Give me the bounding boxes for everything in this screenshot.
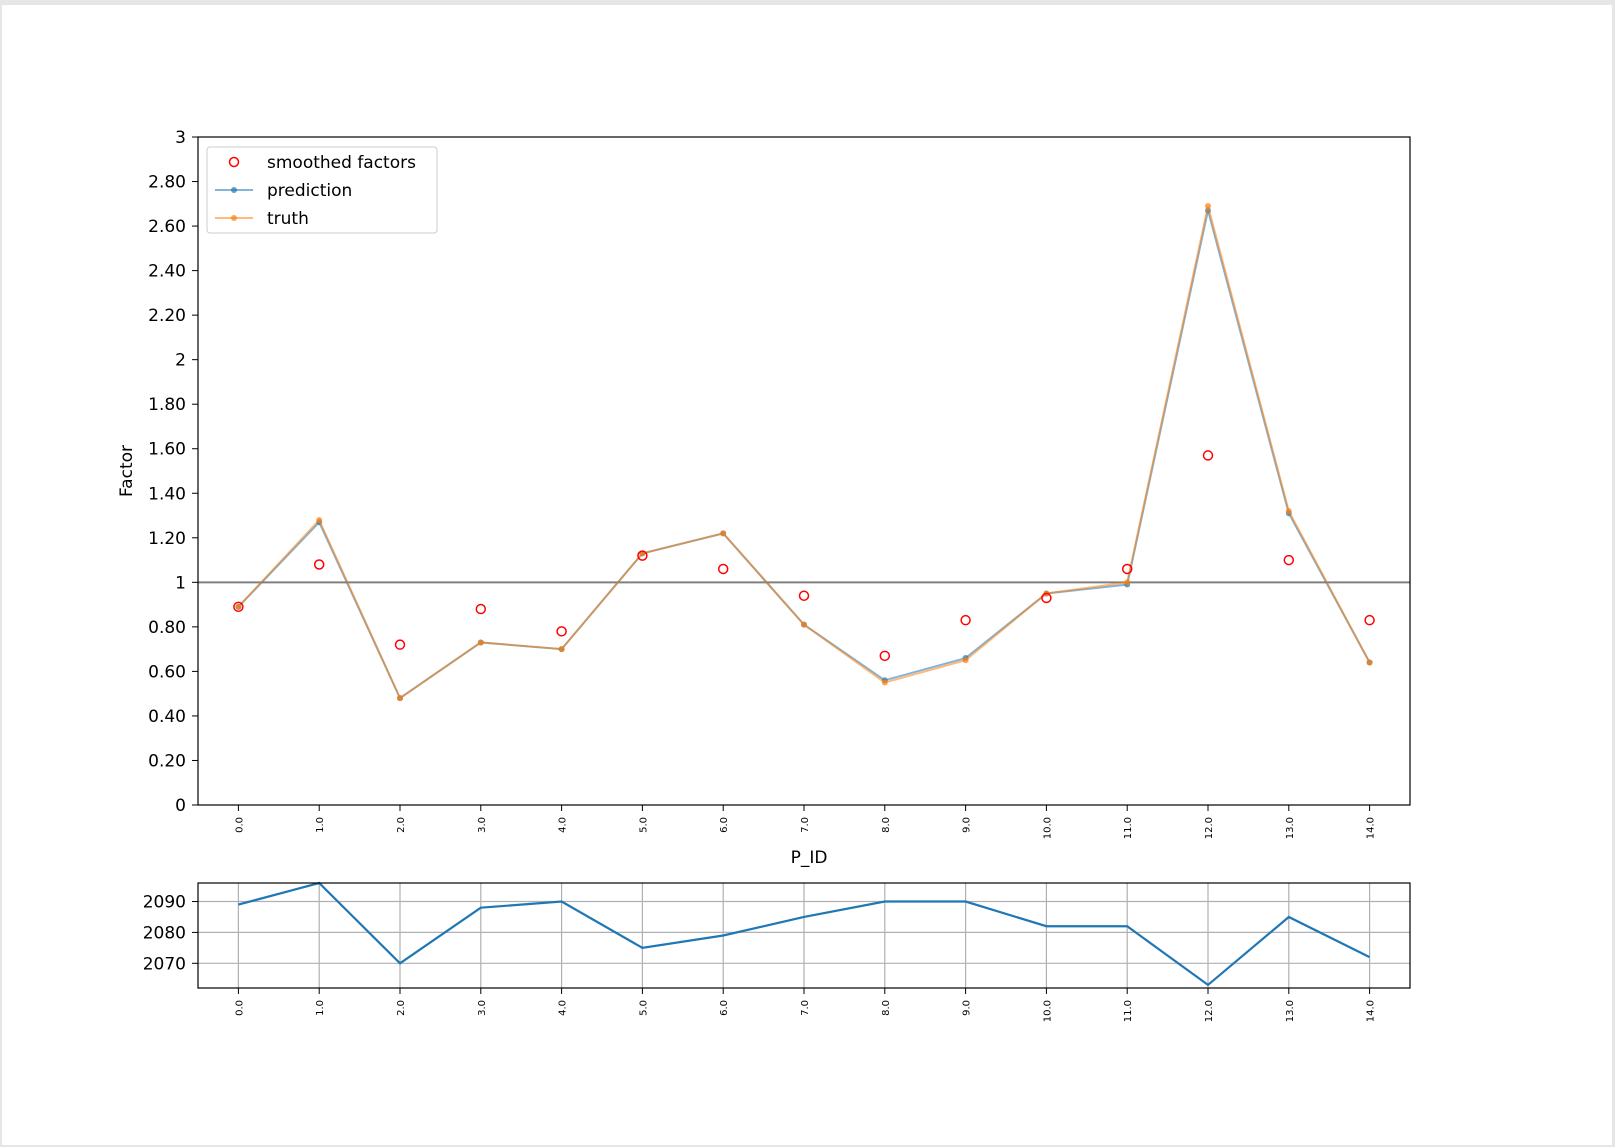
x-tick-label: 10.0 bbox=[1042, 817, 1053, 839]
smoothed-factor-point bbox=[556, 626, 567, 637]
legend-label: truth bbox=[267, 209, 309, 229]
y-tick-label: 2.40 bbox=[148, 262, 186, 282]
x-tick-label: 14.0 bbox=[1366, 817, 1377, 839]
legend-label: prediction bbox=[267, 181, 352, 201]
y-tick-label: 1.40 bbox=[148, 484, 186, 504]
secondary-plot: 2070 2080 2090 0.0 1.0 2.0 3.0 4.0 5.0 6.0 7.0 8.0 9… bbox=[143, 881, 1411, 1022]
series-point-truth bbox=[558, 646, 565, 653]
x-tick-label: 0.0 bbox=[234, 817, 245, 833]
smoothed-factor-point bbox=[1202, 450, 1214, 461]
x-tick-label: 3.0 bbox=[477, 1000, 488, 1016]
smoothed-factor-point bbox=[637, 550, 648, 561]
smoothed-factor-point bbox=[475, 603, 487, 615]
smoothed-factor-point bbox=[1121, 563, 1133, 575]
x-tick-label: 3.0 bbox=[477, 817, 488, 833]
y-tick-label: 0.20 bbox=[148, 751, 186, 771]
y-tick-label: 1 bbox=[175, 573, 186, 593]
series-point-truth bbox=[1124, 579, 1131, 586]
y-tick-label: 0.40 bbox=[148, 707, 186, 727]
x-tick-label: 2.0 bbox=[396, 817, 407, 833]
x-tick-label: 7.0 bbox=[800, 817, 811, 833]
x-tick-label: 9.0 bbox=[962, 817, 973, 833]
y-tick-label: 2090 bbox=[143, 893, 186, 913]
series-point-truth bbox=[477, 639, 484, 646]
x-tick-label: 13.0 bbox=[1285, 817, 1296, 839]
y-tick-label: 0.80 bbox=[148, 618, 186, 638]
smoothed-factor-point bbox=[313, 559, 325, 570]
y-tick-label: 2.80 bbox=[148, 173, 186, 193]
series-point-truth bbox=[1285, 508, 1292, 515]
x-tick-label: 7.0 bbox=[800, 1000, 811, 1016]
x-tick-label: 4.0 bbox=[558, 1000, 569, 1016]
smoothed-factor-point bbox=[1283, 554, 1295, 566]
series-point-truth bbox=[235, 603, 242, 610]
series-point-truth bbox=[1205, 203, 1211, 210]
y-tick-label: 1.80 bbox=[148, 395, 186, 415]
x-tick-label: 13.0 bbox=[1285, 1000, 1296, 1022]
x-tick-label: 0.0 bbox=[234, 1000, 245, 1016]
y-tick-label: 1.60 bbox=[148, 440, 186, 460]
legend-dot-truth bbox=[231, 215, 237, 221]
x-tick-label: 5.0 bbox=[638, 817, 649, 833]
smoothed-factor-point bbox=[798, 590, 810, 601]
y-tick-label: 2.60 bbox=[148, 217, 186, 237]
y-tick-label: 0.60 bbox=[148, 662, 186, 682]
y-tick-label: 2.20 bbox=[148, 306, 186, 326]
x-tick-label: 1.0 bbox=[315, 817, 326, 833]
x-tick-label: 6.0 bbox=[719, 817, 730, 833]
x-tick-label: 6.0 bbox=[719, 1000, 730, 1016]
legend-marker-smoothed-factors bbox=[228, 156, 240, 168]
main-plot-frame bbox=[197, 136, 1411, 806]
series-point-truth bbox=[720, 530, 727, 537]
x-axis-title: P_ID bbox=[791, 848, 828, 868]
y-tick-label: 3 bbox=[175, 128, 186, 148]
series-point-truth bbox=[316, 516, 323, 523]
smoothed-factor-point bbox=[394, 639, 406, 650]
chart-svg: 0 0.20 0.40 0.60 0.80 1 1.20 1.40 1.60 1.80 2 2.20 2… bbox=[117, 128, 1411, 1022]
x-tick-label: 5.0 bbox=[638, 1000, 649, 1016]
legend-dot-prediction bbox=[231, 187, 237, 193]
y-tick-label: 1.20 bbox=[148, 529, 186, 549]
main-plot: 0 0.20 0.40 0.60 0.80 1 1.20 1.40 1.60 1.80 2 2.20 2… bbox=[117, 128, 1411, 868]
legend: smoothed factors prediction truth bbox=[206, 146, 438, 234]
x-tick-label: 11.0 bbox=[1123, 1000, 1134, 1022]
x-tick-label: 2.0 bbox=[396, 1000, 407, 1016]
series-point-truth bbox=[801, 621, 807, 628]
x-tick-label: 14.0 bbox=[1366, 1000, 1377, 1022]
x-tick-label: 9.0 bbox=[962, 1000, 973, 1016]
smoothed-factor-point bbox=[960, 614, 971, 626]
legend-label: smoothed factors bbox=[267, 153, 416, 173]
x-tick-label: 11.0 bbox=[1123, 817, 1134, 839]
series-point-truth bbox=[1366, 659, 1373, 666]
smoothed-factor-point bbox=[1041, 592, 1052, 604]
series-point-truth bbox=[397, 695, 403, 702]
x-tick-label: 4.0 bbox=[558, 817, 569, 833]
y-tick-label: 2070 bbox=[143, 954, 186, 974]
x-tick-label: 8.0 bbox=[881, 1000, 892, 1016]
x-tick-label: 10.0 bbox=[1042, 1000, 1053, 1022]
legend-box bbox=[206, 146, 438, 234]
smoothed-factor-point bbox=[1364, 614, 1375, 626]
x-tick-label: 8.0 bbox=[881, 817, 892, 833]
secondary-series-line bbox=[238, 881, 1371, 987]
smoothed-factor-point bbox=[717, 563, 729, 575]
series-point-truth bbox=[881, 679, 888, 686]
smoothed-factor-point bbox=[233, 601, 244, 613]
figure: 0 0.20 0.40 0.60 0.80 1 1.20 1.40 1.60 1.80 2 2.20 2… bbox=[2, 5, 1612, 1145]
y-tick-label: 0 bbox=[175, 796, 186, 816]
y-tick-label: 2080 bbox=[143, 923, 186, 943]
smoothed-factor-point bbox=[879, 650, 891, 662]
y-axis-title: Factor bbox=[117, 445, 137, 497]
x-tick-label: 1.0 bbox=[315, 1000, 326, 1016]
x-tick-label: 12.0 bbox=[1204, 1000, 1215, 1022]
series-point-truth bbox=[962, 657, 969, 664]
x-tick-label: 12.0 bbox=[1204, 817, 1215, 839]
y-tick-label: 2 bbox=[175, 351, 186, 371]
